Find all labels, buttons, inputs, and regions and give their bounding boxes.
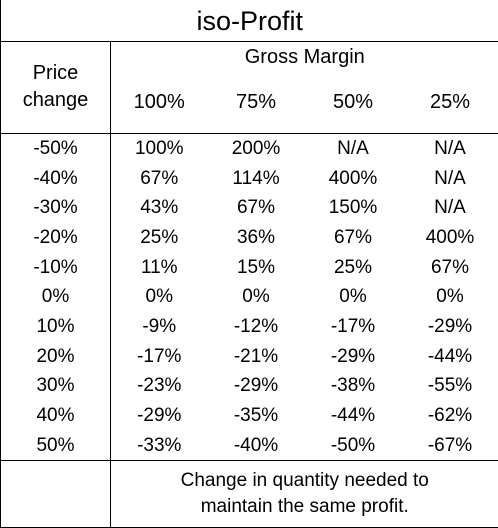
- value-cell: -40%: [207, 430, 305, 462]
- value-cell: -44%: [427, 345, 473, 367]
- table-row: 10% -9% -12% -17% -29%: [0, 311, 498, 342]
- price-change-label-line2: change: [22, 89, 89, 112]
- value-cell: 25%: [110, 222, 208, 253]
- value-cell: 0%: [436, 286, 464, 308]
- value-cell: -21%: [233, 345, 279, 367]
- value-cell: N/A: [434, 167, 466, 189]
- value-cell: -29%: [110, 400, 208, 431]
- value-cell: 67%: [110, 163, 208, 194]
- gross-margin-header: Gross Margin: [110, 41, 498, 72]
- value-cell: -23%: [110, 371, 208, 401]
- price-change-cell: 50%: [0, 430, 111, 462]
- value-cell: 114%: [232, 167, 280, 189]
- value-cell: 25%: [333, 256, 373, 278]
- margin-header-50: 50%: [304, 71, 402, 134]
- table-row: 0% 0% 0% 0% 0%: [0, 282, 498, 312]
- price-change-label-line1: Price: [32, 62, 79, 85]
- value-cell: -38%: [330, 375, 376, 397]
- value-cell: 400%: [425, 227, 475, 249]
- table-row: 50% -33% -40% -50% -67%: [0, 430, 498, 462]
- title-row: iso-Profit: [0, 0, 498, 42]
- price-change-cell: 40%: [0, 400, 111, 431]
- margin-header-100: 100%: [110, 71, 208, 134]
- table-row: -30% 43% 67% 150% N/A: [0, 193, 498, 223]
- value-cell: 67%: [236, 197, 276, 219]
- table-row: 30% -23% -29% -38% -55%: [0, 371, 498, 401]
- price-change-cell: -20%: [0, 222, 111, 253]
- value-cell: -29%: [427, 316, 473, 338]
- footer-note-line1: Change in quantity needed to: [180, 470, 429, 492]
- value-cell: N/A: [434, 197, 466, 219]
- value-cell: -17%: [110, 341, 208, 372]
- value-cell: 200%: [231, 138, 281, 160]
- value-cell: 0%: [242, 286, 270, 308]
- gross-margin-row: Price change Gross Margin: [0, 41, 498, 134]
- price-change-header: Price change: [0, 41, 111, 134]
- value-cell: 150%: [328, 197, 378, 219]
- value-cell: 67%: [430, 256, 470, 278]
- value-cell: 43%: [110, 193, 208, 223]
- table-row: -50% 100% 200% N/A N/A: [0, 133, 498, 164]
- value-cell: 0%: [339, 286, 367, 308]
- value-cell: -55%: [427, 375, 473, 397]
- footer-blank-cell: [0, 460, 111, 528]
- value-cell: -9%: [110, 311, 208, 342]
- value-cell: -67%: [401, 430, 498, 462]
- value-cell: -50%: [304, 430, 402, 462]
- table-row: -10% 11% 15% 25% 67%: [0, 252, 498, 283]
- table-row: 40% -29% -35% -44% -62%: [0, 400, 498, 431]
- price-change-cell: 10%: [0, 311, 111, 342]
- footer-note-line2: maintain the same profit.: [200, 496, 409, 518]
- margin-header-25: 25%: [401, 71, 498, 134]
- value-cell: 0%: [110, 282, 208, 312]
- price-change-cell: -40%: [0, 163, 111, 194]
- value-cell: 11%: [110, 252, 208, 283]
- margin-header-75: 75%: [207, 71, 305, 134]
- value-cell: -29%: [233, 375, 279, 397]
- value-cell: -35%: [233, 405, 279, 427]
- table-row: -40% 67% 114% 400% N/A: [0, 163, 498, 194]
- value-cell: N/A: [337, 138, 369, 160]
- value-cell: 100%: [110, 133, 208, 164]
- margin-header-row: 100% 75% 50% 25%: [1, 71, 498, 134]
- value-cell: -62%: [427, 405, 473, 427]
- value-cell: -33%: [110, 430, 208, 462]
- value-cell: 400%: [328, 167, 378, 189]
- value-cell: -17%: [330, 316, 376, 338]
- table-row: 20% -17% -21% -29% -44%: [0, 341, 498, 372]
- value-cell: N/A: [434, 138, 466, 160]
- price-change-cell: -30%: [0, 193, 111, 223]
- price-change-cell: -50%: [0, 133, 111, 164]
- table-row: -20% 25% 36% 67% 400%: [0, 222, 498, 253]
- price-change-cell: 20%: [0, 341, 111, 372]
- value-cell: 15%: [236, 256, 276, 278]
- value-cell: -44%: [330, 405, 376, 427]
- footer-row: Change in quantity needed to maintain th…: [0, 460, 498, 528]
- value-cell: -12%: [233, 316, 279, 338]
- value-cell: 36%: [236, 227, 276, 249]
- price-change-cell: -10%: [0, 252, 111, 283]
- value-cell: -29%: [330, 345, 376, 367]
- price-change-cell: 30%: [0, 371, 111, 401]
- value-cell: 67%: [333, 227, 373, 249]
- footer-note: Change in quantity needed to maintain th…: [110, 460, 498, 528]
- price-change-cell: 0%: [0, 282, 111, 312]
- table-title: iso-Profit: [0, 0, 498, 42]
